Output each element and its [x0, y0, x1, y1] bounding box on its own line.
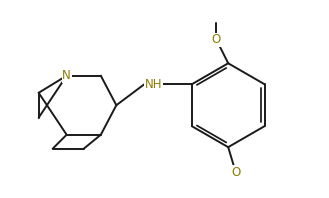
- Text: NH: NH: [145, 78, 163, 91]
- Text: N: N: [62, 69, 71, 82]
- Text: O: O: [212, 33, 221, 46]
- Text: O: O: [231, 166, 240, 179]
